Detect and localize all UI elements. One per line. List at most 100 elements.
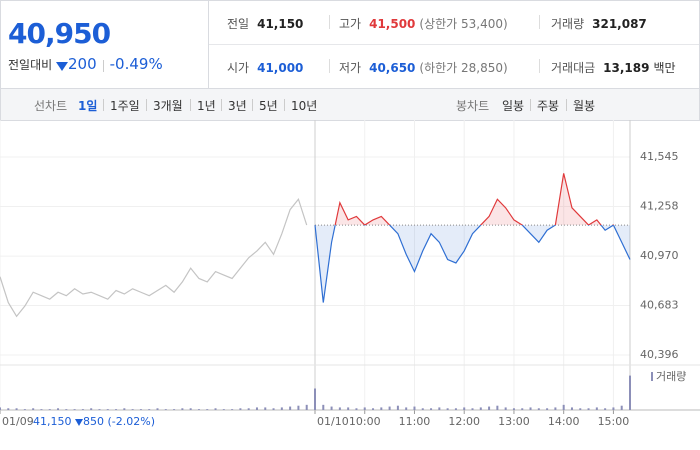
tab[interactable]: 월봉 (573, 99, 596, 113)
tab-bar: 선차트 봉차트 1일 1주일 3개월 1년 3년 5년 10년 일봉 주봉 월봉 (0, 88, 700, 121)
volume-bar (173, 409, 176, 410)
volume-bar (479, 407, 482, 410)
volume-bar (206, 409, 209, 410)
volume-bar (305, 404, 308, 410)
volume-bar (579, 408, 582, 410)
stat-note: (하한가 28,850) (419, 61, 508, 75)
tab[interactable]: 일봉 (502, 99, 525, 113)
tab[interactable]: 5년 (259, 99, 278, 113)
volume-bar (438, 407, 441, 410)
down-icon (75, 418, 83, 426)
volume-bar (65, 409, 68, 410)
tab[interactable]: 3년 (228, 99, 247, 113)
legend-swatch (651, 372, 653, 381)
stat-value: 40,650 (369, 61, 416, 75)
x-tick-label: 11:00 (399, 415, 431, 428)
volume-bar (347, 407, 350, 410)
volume-bar (388, 406, 391, 410)
volume-bar (595, 407, 598, 410)
stat-value: 321,087 (592, 17, 647, 31)
volume-label: 거래량 (656, 370, 686, 383)
volume-bar (537, 408, 540, 410)
volume-bar (231, 409, 234, 410)
chart: 41,545 41,258 40,970 40,683 40,396 01/09 01/10… (0, 120, 700, 428)
line (314, 173, 615, 226)
volume-bar (446, 408, 449, 410)
volume-bar (587, 408, 590, 410)
volume-bar (546, 408, 549, 410)
volume-bar (620, 405, 623, 410)
volume-bar (73, 409, 76, 410)
change-rate: -0.49% (109, 55, 163, 73)
stat-value: 41,000 (257, 61, 304, 75)
volume-bar (181, 408, 184, 410)
stat-value: 41,150 (257, 17, 304, 31)
change: 전일대비 200 -0.49% (8, 55, 163, 73)
x-tick-label: 01/10 (317, 415, 349, 428)
prev-price: 41,150 (33, 415, 72, 428)
volume-bar (463, 407, 466, 410)
volume-bar (570, 407, 573, 410)
quote-header: 40,950 전일대비 200 -0.49% 전일 41,150 고가 41,500(… (0, 0, 700, 88)
tab[interactable]: 1주일 (110, 99, 140, 113)
volume-bar (454, 408, 457, 410)
volume-bar (372, 408, 375, 410)
volume-bar (521, 408, 524, 410)
volume-bar (413, 406, 416, 410)
volume-bar (529, 407, 532, 410)
volume-bar (280, 407, 283, 410)
volume-bar (115, 409, 118, 410)
volume-bar (48, 409, 51, 410)
volume-bar (255, 407, 258, 410)
tab[interactable]: 1년 (197, 99, 216, 113)
volume-bar (496, 405, 499, 410)
volume-bar (81, 409, 84, 410)
volume-bar (239, 408, 242, 410)
volume-bar (40, 409, 43, 410)
y-tick-label: 40,396 (640, 348, 679, 361)
area-fill (315, 173, 630, 226)
stat-unit: 백만 (653, 61, 676, 75)
tab-group-label: 선차트 (34, 99, 68, 113)
volume-bar (15, 408, 18, 410)
volume-bar (106, 409, 109, 410)
volume-bar (396, 405, 399, 410)
current-price: 40,950 (8, 17, 111, 50)
x-tick-label: 01/09 (2, 415, 34, 428)
stat-label: 시가 (227, 61, 250, 75)
volume-bar (297, 405, 300, 410)
stat-label: 저가 (339, 61, 362, 75)
volume-bar (90, 408, 93, 410)
volume-bar (330, 406, 333, 410)
volume-bar (131, 409, 134, 410)
volume-bar (139, 409, 142, 410)
tab[interactable]: 1일 (78, 99, 98, 113)
prev-summary: 41,150 850 (-2.02%) (33, 415, 155, 428)
prev-change: 850 (83, 415, 104, 428)
volume-bar (421, 408, 424, 410)
tab-group-label: 봉차트 (456, 99, 490, 113)
y-tick-label: 41,545 (640, 150, 679, 163)
tab[interactable]: 주봉 (537, 99, 560, 113)
volume-bar (355, 408, 358, 410)
x-tick-label: 13:00 (498, 415, 530, 428)
tab[interactable]: 3개월 (153, 99, 183, 113)
volume-bar (164, 409, 167, 410)
x-tick-label: 15:00 (598, 415, 630, 428)
x-tick-label: 10:00 (349, 415, 381, 428)
volume-bar (189, 408, 192, 410)
stat-value: 41,500 (369, 17, 416, 31)
tab[interactable]: 10년 (291, 99, 318, 113)
line (0, 197, 308, 318)
y-tick-label: 40,683 (640, 299, 679, 312)
volume-bar (7, 408, 10, 410)
volume-bar (0, 407, 1, 410)
volume-bar (197, 409, 200, 410)
volume-bar (430, 408, 433, 410)
volume-bar (471, 408, 474, 410)
x-tick-label: 14:00 (548, 415, 580, 428)
volume-bar (32, 408, 35, 410)
volume-bar (222, 409, 225, 410)
volume-bar (488, 406, 491, 410)
